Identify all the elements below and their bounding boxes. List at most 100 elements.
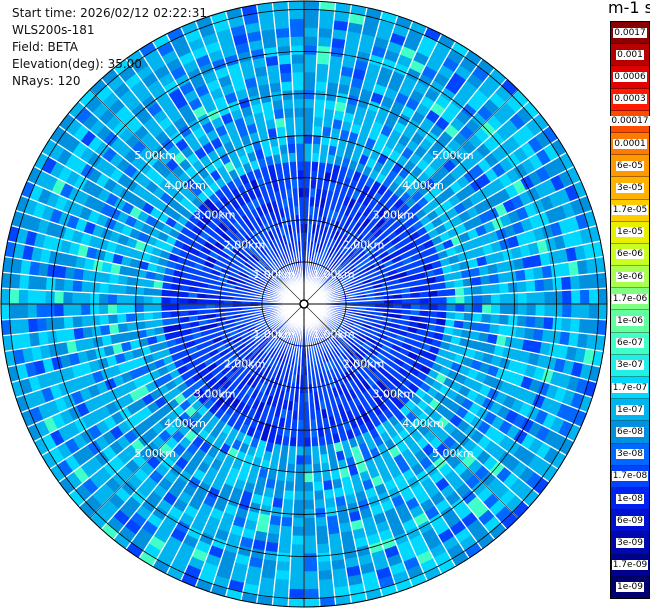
ray-bin bbox=[143, 278, 155, 289]
ray-bin bbox=[326, 227, 333, 238]
ray-bin bbox=[98, 108, 115, 126]
ray-bin bbox=[85, 95, 103, 114]
ray-bin bbox=[146, 335, 158, 346]
range-ring-label: 3.00km bbox=[194, 209, 236, 222]
ray-bin bbox=[191, 225, 204, 237]
ray-bin bbox=[48, 143, 65, 162]
ray-bin bbox=[267, 377, 276, 388]
ray-bin bbox=[525, 118, 543, 137]
ray-gap-line bbox=[303, 303, 511, 534]
ray-gap-line bbox=[303, 1, 353, 305]
ray-bin bbox=[326, 236, 334, 248]
ray-bin bbox=[289, 170, 298, 180]
ray-bin bbox=[368, 347, 380, 357]
ray-bin bbox=[261, 354, 271, 365]
ray-bin bbox=[281, 334, 288, 345]
ray-bin bbox=[459, 124, 475, 141]
ray-bin bbox=[219, 412, 232, 424]
ray-bin bbox=[153, 528, 171, 544]
ray-bin bbox=[102, 415, 118, 431]
ray-bin bbox=[347, 21, 364, 34]
ray-bin bbox=[64, 328, 76, 342]
ray-bin bbox=[527, 241, 540, 256]
ray-bin bbox=[270, 327, 279, 336]
ray-bin bbox=[174, 43, 192, 58]
ray-bin bbox=[92, 259, 104, 272]
ray-bin bbox=[562, 359, 575, 376]
ray-bin bbox=[464, 49, 483, 67]
ray-bin bbox=[279, 323, 288, 333]
ray-bin bbox=[343, 48, 358, 60]
ray-bin bbox=[228, 373, 239, 384]
ray-bin bbox=[41, 433, 58, 452]
ray-bin bbox=[96, 357, 110, 371]
ray-bin bbox=[401, 518, 418, 533]
ray-bin bbox=[180, 226, 192, 238]
ray-bin bbox=[351, 231, 361, 242]
ray-bin bbox=[167, 87, 184, 103]
ray-bin bbox=[359, 253, 370, 263]
ray-bin bbox=[118, 525, 137, 543]
range-ring-label: 2.00km bbox=[224, 239, 266, 252]
ray-bin bbox=[348, 356, 358, 367]
range-ring-label: 4.00km bbox=[402, 417, 444, 430]
ray-bin bbox=[416, 43, 434, 58]
ray-bin bbox=[570, 230, 584, 247]
ray-bin bbox=[366, 187, 378, 200]
ray-bin bbox=[194, 83, 210, 98]
ray-bin bbox=[504, 455, 521, 473]
ray-bin bbox=[335, 241, 344, 252]
ray-bin bbox=[81, 178, 96, 195]
ray-bin bbox=[497, 450, 514, 467]
ray-bin bbox=[192, 489, 207, 503]
ray-bin bbox=[337, 332, 346, 341]
ray-bin bbox=[245, 323, 256, 330]
ray-bin bbox=[387, 366, 399, 378]
ray-bin bbox=[483, 515, 502, 533]
ray-bin bbox=[102, 177, 118, 193]
ray-bin bbox=[387, 268, 398, 277]
ray-bin bbox=[435, 94, 451, 110]
ray-bin bbox=[296, 160, 304, 171]
ray-bin bbox=[465, 118, 481, 134]
ray-bin bbox=[15, 195, 30, 214]
ray-bin bbox=[400, 219, 413, 231]
ray-bin bbox=[314, 498, 326, 510]
ray-bin bbox=[363, 339, 374, 348]
ray-bin bbox=[264, 241, 273, 252]
ray-bin bbox=[263, 333, 273, 343]
ray-bin bbox=[278, 235, 285, 246]
ray-bin bbox=[246, 565, 263, 578]
ray-gap-line bbox=[303, 303, 606, 369]
ray-bin bbox=[227, 100, 241, 113]
ray-bin bbox=[102, 91, 120, 109]
ray-bin bbox=[434, 324, 446, 334]
ray-bin bbox=[568, 331, 580, 348]
ray-bin bbox=[570, 304, 581, 319]
ray-bin bbox=[281, 234, 288, 245]
ray-bin bbox=[174, 520, 191, 535]
ray-bin bbox=[333, 321, 344, 329]
ray-bin bbox=[238, 329, 249, 337]
ray-bin bbox=[141, 497, 158, 514]
ray-bin bbox=[89, 511, 108, 530]
ray-bin bbox=[270, 145, 281, 156]
ray-bin bbox=[354, 490, 368, 503]
ray-bin bbox=[182, 59, 199, 74]
ray-bin bbox=[541, 464, 559, 483]
colorbar-cell: 6e-06 bbox=[611, 243, 649, 267]
ray-bin bbox=[481, 352, 494, 365]
ray-bin bbox=[293, 107, 304, 118]
ray-bin bbox=[87, 424, 103, 441]
ray-bin bbox=[409, 504, 425, 519]
ray-bin bbox=[535, 304, 546, 317]
ray-bin bbox=[227, 238, 238, 248]
ray-bin bbox=[210, 215, 223, 227]
ray-bin bbox=[268, 387, 277, 398]
ray-bin bbox=[217, 361, 228, 372]
colorbar-units-title: m-1 sr-1 bbox=[608, 0, 650, 17]
ray-bin bbox=[95, 124, 112, 142]
ray-bin bbox=[304, 107, 315, 118]
ray-bin bbox=[528, 153, 544, 171]
ray-bin bbox=[24, 361, 38, 378]
